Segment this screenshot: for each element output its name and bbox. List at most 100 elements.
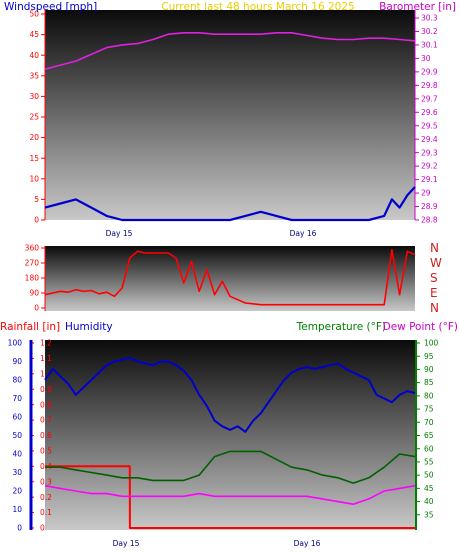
axis-tick-label: 75 <box>424 405 434 414</box>
axis-tick-label: 180 <box>25 274 40 283</box>
axis-tick-label: 50 <box>29 10 39 19</box>
barometer-axis-title: Barometer [in] <box>379 1 456 13</box>
compass-label: E <box>430 286 438 300</box>
compass-label: N <box>430 301 439 315</box>
axis-tick-label: 70 <box>424 418 434 427</box>
axis-tick-label: 0.7 <box>40 416 52 425</box>
axis-tick-label: 5 <box>34 195 39 204</box>
chart2-series <box>44 248 416 306</box>
axis-tick-label: 100 <box>8 339 23 348</box>
chart3-x-label-day15: Day 15 <box>113 539 140 548</box>
chart2-plot-area <box>45 246 415 311</box>
chart1-plot-area <box>45 10 415 220</box>
temperature-axis-title: Temperature (°F) <box>296 321 386 333</box>
rain-humidity-temp-chart: 00.10.20.30.40.50.60.70.80.911.11.2 0102… <box>0 321 458 548</box>
chart1-x-label-day16: Day 16 <box>290 229 317 238</box>
chart1-right-axis: 28.8 28.9 29 29.1 29.2 29.3 29.4 29.5 29.6 29.7 29… <box>414 10 438 225</box>
dewpoint-axis-title: Dew Point (°F) <box>383 321 458 333</box>
axis-tick-label: 100 <box>424 339 439 348</box>
axis-tick-label: 0 <box>34 304 39 313</box>
humidity-axis: 0 10 20 30 40 50 60 70 80 90 100 <box>8 339 33 533</box>
axis-tick-label: 29.3 <box>421 148 438 157</box>
temperature-axis: 35 40 45 50 55 60 65 70 75 80 85 90 95 100 <box>415 339 439 530</box>
axis-tick-label: 30.2 <box>421 27 438 36</box>
axis-tick-label: 80 <box>12 376 22 385</box>
axis-tick-label: 30.3 <box>421 14 438 23</box>
axis-tick-label: 29.6 <box>421 108 438 117</box>
axis-tick-label: 29.2 <box>421 162 438 171</box>
axis-tick-label: 0 <box>17 524 22 533</box>
barometer-line <box>44 31 416 70</box>
axis-tick-label: 29.9 <box>421 67 438 76</box>
axis-tick-label: 10 <box>29 174 39 183</box>
compass-label: S <box>430 271 438 285</box>
dewpoint-line <box>44 484 416 506</box>
chart1-series <box>44 31 416 222</box>
axis-tick-label: 30 <box>421 54 431 63</box>
axis-tick-label: 95 <box>424 352 434 361</box>
axis-tick-label: 0.9 <box>40 385 52 394</box>
axis-tick-label: 85 <box>424 378 434 387</box>
axis-tick-label: 0.8 <box>40 400 52 409</box>
humidity-axis-title: Humidity <box>65 321 113 333</box>
axis-tick-label: 25 <box>29 113 39 122</box>
rainfall-line <box>45 465 415 529</box>
axis-tick-label: 40 <box>29 51 39 60</box>
rainfall-axis-title: Rainfall [in] <box>0 321 60 333</box>
axis-tick-label: 0 <box>40 524 45 533</box>
axis-tick-label: 0.5 <box>40 447 52 456</box>
axis-tick-label: 40 <box>424 497 434 506</box>
axis-tick-label: 15 <box>29 154 39 163</box>
axis-tick-label: 20 <box>29 133 39 142</box>
chart2-left-axis: 0 90 180 270 360 <box>25 244 46 313</box>
axis-tick-label: 29 <box>421 189 431 198</box>
axis-tick-label: 60 <box>12 413 22 422</box>
axis-tick-label: 270 <box>25 259 40 268</box>
axis-tick-label: 29.8 <box>421 81 438 90</box>
chart1-left-axis: 0 5 10 15 20 25 30 35 40 45 50 <box>29 10 46 225</box>
axis-tick-label: 0.6 <box>40 431 52 440</box>
compass-label: N <box>430 241 439 255</box>
axis-tick-label: 0 <box>34 216 39 225</box>
axis-tick-label: 360 <box>25 244 40 253</box>
compass-label: W <box>430 256 442 270</box>
humidity-line <box>44 356 416 433</box>
chart-title: Current last 48 hours March 16 2025 <box>161 1 354 13</box>
axis-tick-label: 29.7 <box>421 94 438 103</box>
axis-tick-label: 10 <box>12 505 22 514</box>
axis-tick-label: 0.2 <box>40 493 52 502</box>
axis-tick-label: 30 <box>12 468 22 477</box>
axis-tick-label: 29.4 <box>421 135 438 144</box>
axis-tick-label: 90 <box>29 289 39 298</box>
chart3-x-label-day16: Day 16 <box>294 539 321 548</box>
axis-tick-label: 1.1 <box>40 354 52 363</box>
axis-tick-label: 1 <box>40 369 45 378</box>
axis-tick-label: 35 <box>424 510 434 519</box>
axis-tick-label: 20 <box>12 487 22 496</box>
axis-tick-label: 30 <box>29 92 39 101</box>
axis-tick-label: 0.1 <box>40 508 52 517</box>
axis-tick-label: 50 <box>12 431 22 440</box>
chart1-x-label-day15: Day 15 <box>106 229 133 238</box>
axis-tick-label: 90 <box>424 365 434 374</box>
axis-tick-label: 60 <box>424 444 434 453</box>
axis-tick-label: 70 <box>12 394 22 403</box>
axis-tick-label: 29.1 <box>421 175 438 184</box>
windspeed-axis-title: Windspeed [mph] <box>4 1 97 13</box>
axis-tick-label: 90 <box>12 357 22 366</box>
axis-tick-label: 1.2 <box>40 339 52 348</box>
axis-tick-label: 50 <box>424 471 434 480</box>
axis-tick-label: 45 <box>424 484 434 493</box>
axis-tick-label: 35 <box>29 71 39 80</box>
temperature-line <box>45 450 416 484</box>
axis-tick-label: 0.3 <box>40 477 52 486</box>
axis-tick-label: 80 <box>424 391 434 400</box>
axis-tick-label: 30.1 <box>421 41 438 50</box>
wind-direction-line <box>44 248 416 306</box>
windspeed-line <box>44 186 416 222</box>
